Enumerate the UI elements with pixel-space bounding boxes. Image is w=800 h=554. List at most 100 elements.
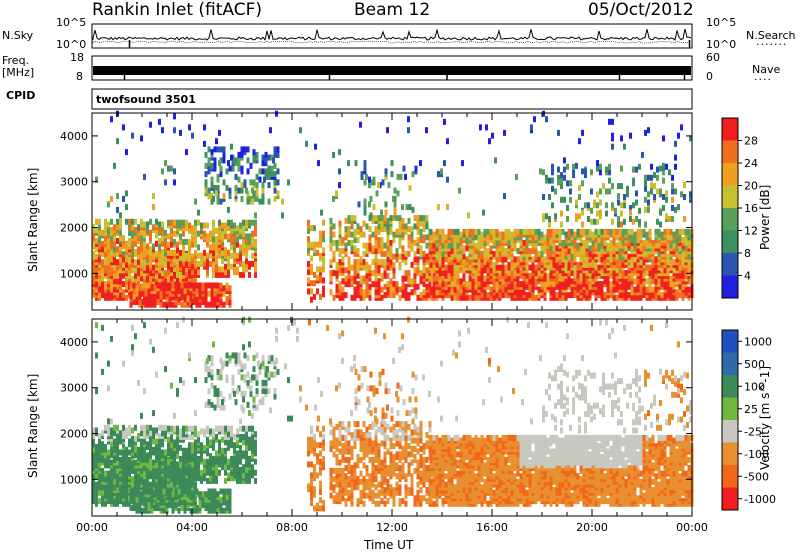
range-gate-cell: [347, 264, 351, 271]
range-gate-cell: [659, 188, 662, 195]
range-gate-cell: [218, 439, 221, 446]
range-gate-cell: [386, 272, 390, 279]
range-gate-cell: [338, 220, 342, 227]
range-gate-cell: [357, 201, 361, 208]
range-gate-cell: [227, 233, 230, 240]
range-gate-cell: [608, 118, 611, 125]
range-gate-cell: [410, 237, 414, 244]
range-gate-cell: [584, 202, 587, 209]
range-gate-cell: [374, 234, 378, 241]
range-gate-cell: [234, 173, 238, 180]
range-gate-cell: [525, 228, 529, 235]
range-gate-cell: [683, 194, 686, 200]
range-gate-cell: [374, 261, 378, 268]
range-gate-cell: [215, 450, 218, 457]
range-gate-cell: [504, 292, 508, 299]
range-gate-cell: [546, 228, 550, 235]
range-gate-cell: [185, 149, 188, 156]
range-gate-cell: [618, 292, 622, 299]
range-gate-cell: [140, 235, 143, 242]
range-gate-cell: [197, 209, 200, 216]
range-gate-cell: [209, 428, 212, 435]
range-gate-cell: [344, 217, 348, 224]
range-gate-cell: [146, 441, 149, 448]
range-gate-cell: [319, 230, 322, 237]
range-gate-cell: [395, 281, 399, 288]
range-gate-cell: [185, 252, 188, 259]
range-gate-cell: [582, 261, 586, 268]
range-gate-cell: [501, 278, 505, 285]
range-gate-cell: [329, 228, 333, 235]
range-gate-cell: [591, 231, 595, 238]
range-gate-cell: [92, 492, 95, 499]
range-gate-cell: [185, 271, 188, 278]
range-gate-cell: [92, 250, 95, 257]
range-gate-cell: [254, 225, 257, 232]
range-gate-cell: [389, 245, 393, 252]
range-gate-cell: [95, 455, 98, 461]
range-gate-cell: [110, 218, 113, 225]
range-gate-cell: [134, 267, 137, 274]
range-gate-cell: [176, 442, 179, 449]
range-gate-cell: [141, 282, 145, 289]
range-gate-cell: [219, 198, 223, 205]
range-gate-cell: [380, 237, 384, 244]
range-gate-cell: [353, 245, 357, 252]
range-gate-cell: [182, 250, 185, 257]
range-gate-cell: [254, 238, 257, 245]
range-gate-cell: [194, 439, 197, 446]
range-gate-cell: [585, 239, 589, 246]
range-gate-cell: [462, 245, 466, 252]
range-gate-cell: [194, 450, 197, 457]
range-gate-cell: [212, 439, 215, 446]
range-gate-cell: [332, 256, 336, 263]
range-gate-cell: [316, 288, 319, 295]
range-gate-cell: [149, 275, 152, 282]
range-gate-cell: [110, 433, 113, 439]
range-gate-cell: [164, 250, 167, 257]
range-gate-cell: [407, 292, 411, 299]
range-gate-cell: [107, 476, 110, 483]
range-gate-cell: [404, 294, 408, 301]
range-gate-cell: [347, 231, 351, 238]
range-gate-cell: [207, 290, 211, 297]
range-gate-cell: [561, 261, 565, 268]
range-gate-cell: [569, 188, 572, 195]
range-gate-cell: [176, 263, 179, 270]
range-gate-cell: [486, 261, 490, 268]
range-gate-cell: [471, 286, 475, 293]
range-gate-cell: [413, 272, 417, 279]
range-gate-cell: [585, 278, 589, 285]
range-gate-cell: [173, 256, 176, 263]
range-gate-cell: [319, 277, 322, 284]
range-gate-cell: [251, 198, 254, 205]
range-gate-cell: [413, 278, 417, 285]
range-gate-cell: [206, 258, 209, 265]
range-gate-cell: [413, 239, 417, 246]
range-gate-cell: [665, 196, 668, 203]
range-gate-cell: [581, 129, 584, 136]
range-gate-cell: [377, 215, 381, 222]
range-gate-cell: [465, 245, 469, 252]
range-gate-cell: [179, 219, 182, 226]
range-gate-cell: [347, 281, 351, 288]
range-gate-cell: [386, 250, 390, 257]
range-gate-cell: [648, 228, 652, 235]
range-gate-cell: [215, 425, 218, 432]
range-gate-cell: [537, 286, 541, 293]
range-gate-cell: [322, 277, 325, 284]
range-gate-cell: [344, 242, 348, 249]
range-gate-cell: [174, 299, 178, 305]
range-gate-cell: [486, 234, 490, 241]
range-gate-cell: [492, 250, 496, 257]
range-gate-cell: [551, 202, 554, 209]
range-gate-cell: [267, 165, 271, 172]
range-gate-cell: [316, 249, 319, 256]
range-gate-cell: [552, 281, 556, 288]
range-gate-cell: [447, 272, 451, 279]
range-gate-cell: [644, 174, 647, 181]
velocity-heatmap: [92, 316, 694, 514]
range-gate-cell: [110, 427, 113, 434]
range-gate-cell: [383, 283, 387, 290]
range-gate-cell: [687, 228, 691, 235]
